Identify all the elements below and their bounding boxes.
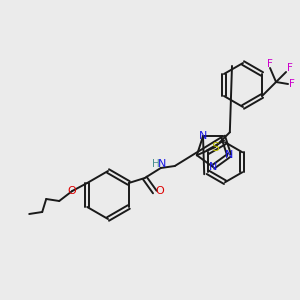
Text: F: F (289, 79, 295, 89)
Text: F: F (267, 59, 273, 69)
Text: N: N (158, 159, 166, 169)
Text: N: N (225, 150, 233, 160)
Text: O: O (155, 186, 164, 196)
Text: N: N (199, 131, 207, 141)
Text: H: H (152, 159, 160, 169)
Text: F: F (287, 63, 293, 73)
Text: N: N (209, 162, 217, 172)
Text: O: O (68, 186, 76, 196)
Text: S: S (211, 141, 219, 154)
